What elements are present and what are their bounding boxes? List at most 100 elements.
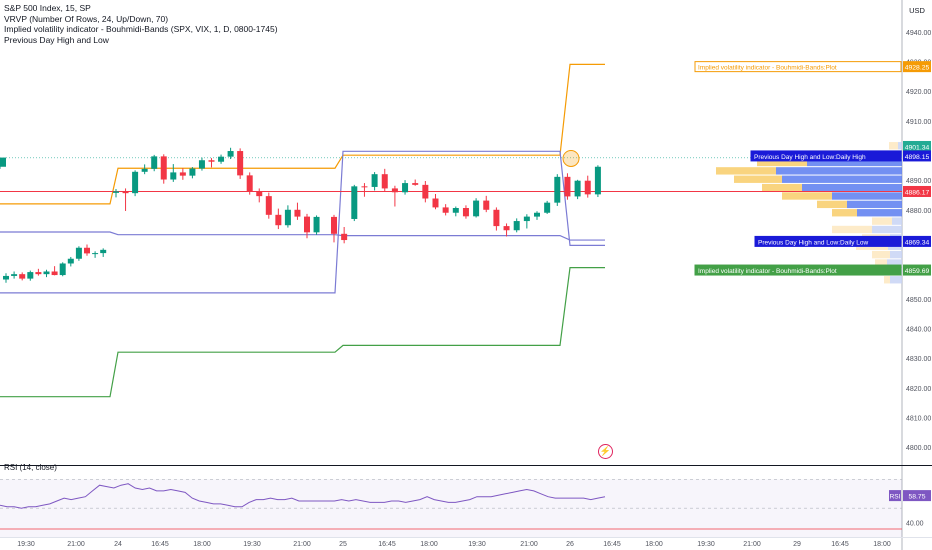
candle-body: [84, 247, 90, 254]
price-value-text: 4898.15: [905, 154, 930, 161]
vrvp-bar-up: [817, 200, 847, 209]
candle-body: [3, 275, 9, 280]
vrvp-bar-down: [776, 167, 902, 175]
vrvp-bar-up: [762, 183, 802, 192]
vrvp-bar-down: [802, 183, 902, 192]
price-value-text: 4928.25: [905, 65, 930, 72]
candle-body: [113, 191, 119, 193]
price-value-tag: [903, 235, 931, 247]
candle-body: [304, 216, 310, 233]
candle-body: [391, 188, 398, 193]
candle-body: [564, 176, 571, 197]
legend: S&P 500 Index, 15, SP VRVP (Number Of Ro…: [4, 3, 278, 45]
vrvp-bar-down: [892, 217, 902, 225]
candle-body: [67, 258, 74, 264]
highlight-circle: [562, 149, 580, 167]
price-tick-label: 4850.00: [906, 297, 931, 304]
vrvp-bar-down: [807, 158, 902, 167]
indicator-name-text: Previous Day High and Low:Daily Low: [758, 239, 868, 246]
rsi-value-tag: [903, 490, 931, 502]
candle-body: [19, 274, 26, 279]
indicator-name-tag: [754, 235, 902, 247]
indicator-name-text: Implied volatility indicator - Bouhmidi-…: [698, 65, 837, 72]
vrvp-bar-up: [872, 217, 892, 225]
price-value-text: 4869.34: [905, 239, 930, 246]
legend-bouhmidi-bands[interactable]: Implied volatility indicator - Bouhmidi-…: [4, 24, 278, 34]
candle-body: [141, 168, 148, 172]
candle-body: [422, 184, 429, 199]
candle-body: [179, 172, 186, 176]
candle-body: [594, 166, 601, 195]
bouhmidi-upper-band-line: [0, 63, 605, 205]
time-tick-label: 16:45: [603, 541, 621, 548]
candle-body: [35, 272, 42, 275]
candle-body: [122, 191, 129, 194]
time-tick-label: 18:00: [873, 541, 891, 548]
vrvp-bar-down: [782, 175, 902, 183]
price-tick-label: 4890.00: [906, 178, 931, 185]
currency-label[interactable]: USD: [909, 5, 925, 15]
vrvp-bar-up: [757, 158, 807, 167]
candle-body: [371, 174, 378, 187]
price-value-text: 4859.69: [905, 268, 930, 275]
candle-body: [483, 200, 490, 210]
candle-body: [100, 249, 107, 254]
time-tick-label: 18:00: [645, 541, 663, 548]
time-tick-label: 16:45: [378, 541, 396, 548]
price-value-text: 4886.17: [905, 189, 930, 196]
vrvp-bar-up: [884, 276, 890, 284]
price-tick-label: 4920.00: [906, 89, 931, 96]
candle-body: [432, 198, 439, 208]
price-value-tag: [903, 140, 931, 152]
time-tick-label: 19:30: [17, 541, 35, 548]
candle-body: [534, 212, 540, 217]
candle-body: [284, 209, 291, 226]
time-tick-label: 24: [114, 541, 122, 548]
price-tick-label: 4940.00: [906, 30, 931, 37]
candle-body: [51, 271, 58, 276]
candle-body: [132, 171, 139, 194]
price-tick-label: 4830.00: [906, 356, 931, 363]
candle-body: [189, 168, 196, 176]
legend-vrvp[interactable]: VRVP (Number Of Rows, 24, Up/Down, 70): [4, 13, 169, 24]
vrvp-bar-up: [872, 250, 890, 259]
price-tick-label: 4800.00: [906, 445, 931, 452]
candle-body: [493, 209, 500, 227]
vrvp-bar-down: [890, 276, 902, 284]
vrvp-bar-down: [857, 209, 902, 217]
candle-body: [27, 272, 34, 279]
candle-body: [151, 156, 158, 169]
candle-body: [198, 160, 205, 169]
legend-title[interactable]: S&P 500 Index, 15, SP: [4, 3, 91, 13]
time-tick-label: 21:00: [293, 541, 311, 548]
vrvp-bar-down: [887, 259, 902, 267]
candle-body: [523, 216, 530, 222]
time-tick-label: 16:45: [831, 541, 849, 548]
candle-body: [43, 271, 50, 275]
candle-body: [265, 196, 272, 215]
time-tick-label: 19:30: [243, 541, 261, 548]
vrvp-bar-up: [889, 142, 898, 150]
rsi-legend[interactable]: RSI (14, close): [4, 463, 57, 472]
vrvp-bar-down: [890, 250, 902, 259]
candle-body: [11, 274, 18, 276]
candle-body: [313, 216, 320, 233]
price-tick-label: 4840.00: [906, 326, 931, 333]
candle-body: [75, 247, 82, 259]
candle-body: [92, 253, 99, 255]
time-tick-label: 18:00: [193, 541, 211, 548]
time-tick-label: 19:30: [697, 541, 715, 548]
time-tick-label: 29: [793, 541, 801, 548]
candle-body: [503, 226, 510, 231]
legend-prev-day-high-low[interactable]: Previous Day High and Low: [4, 34, 109, 45]
lightning-icon[interactable]: ⚡: [598, 444, 613, 459]
rsi-name-tag: [889, 490, 901, 502]
candle-body: [452, 208, 459, 213]
candle-body: [361, 186, 368, 188]
candle-body: [351, 186, 358, 219]
vrvp-bar-down: [898, 142, 902, 150]
candle-body: [544, 202, 551, 213]
vrvp-bar-down: [847, 200, 902, 209]
candle-body: [513, 221, 520, 231]
